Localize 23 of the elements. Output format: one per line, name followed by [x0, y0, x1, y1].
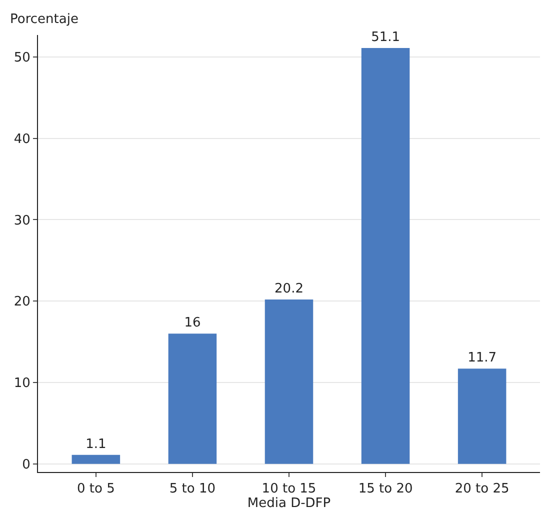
- bar: [264, 299, 314, 464]
- data-label: 11.7: [468, 350, 497, 366]
- y-tick-label: 10: [14, 376, 30, 392]
- bar: [458, 368, 506, 464]
- y-tick-label: 0: [22, 457, 30, 472]
- y-axis-title: Porcentaje: [10, 12, 78, 27]
- y-tick-label: 50: [14, 50, 30, 66]
- x-tick-label: 15 to 20: [358, 482, 413, 497]
- x-tick-label: 20 to 25: [454, 482, 510, 497]
- y-tick-label: 40: [14, 132, 30, 147]
- x-tick-label: 0 to 5: [76, 482, 115, 497]
- bar: [168, 334, 217, 464]
- data-label: 16: [184, 316, 201, 331]
- x-axis-title: Media D-DFP: [247, 496, 331, 511]
- bar: [361, 48, 410, 464]
- data-label: 1.1: [86, 436, 106, 452]
- y-tick-label: 20: [14, 294, 30, 310]
- y-tick-label: 30: [14, 213, 30, 228]
- x-tick-label: 5 to 10: [169, 482, 216, 497]
- data-label: 51.1: [371, 30, 400, 46]
- data-label: 20.2: [274, 281, 304, 296]
- x-tick-label: 10 to 15: [262, 482, 316, 497]
- bar: [72, 454, 120, 464]
